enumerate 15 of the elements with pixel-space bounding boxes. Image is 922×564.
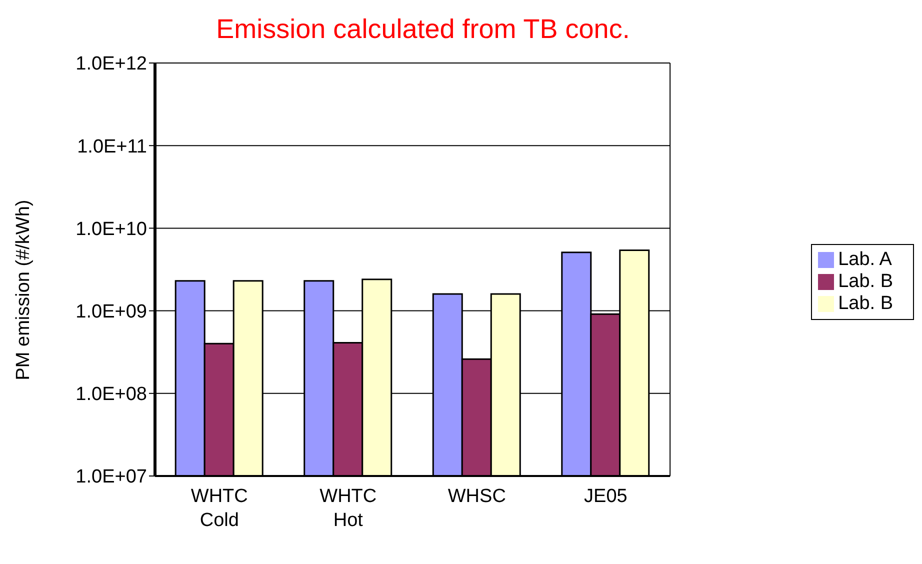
y-tick-label: 1.0E+12 — [76, 54, 147, 75]
x-tick-label: JE05 — [584, 486, 628, 507]
x-tick-label: WHTC Cold — [190, 486, 248, 531]
y-axis-title: PM emission (#/kWh) — [13, 200, 35, 380]
x-tick-label: WHSC — [448, 486, 506, 507]
y-tick-label: 1.0E+11 — [77, 136, 147, 158]
legend-label: Lab. A — [838, 249, 892, 270]
y-tick-label: 1.0E+08 — [76, 384, 147, 406]
y-tick-label: 1.0E+10 — [76, 218, 147, 240]
x-tick-label: WHTC Hot — [320, 486, 377, 531]
legend-label: Lab. B — [838, 271, 893, 292]
y-tick-label: 1.0E+07 — [76, 466, 147, 488]
y-tick-label: 1.0E+09 — [76, 302, 147, 323]
legend-label: Lab. B — [838, 293, 893, 314]
chart-title: Emission calculated from TB conc. — [215, 14, 631, 45]
